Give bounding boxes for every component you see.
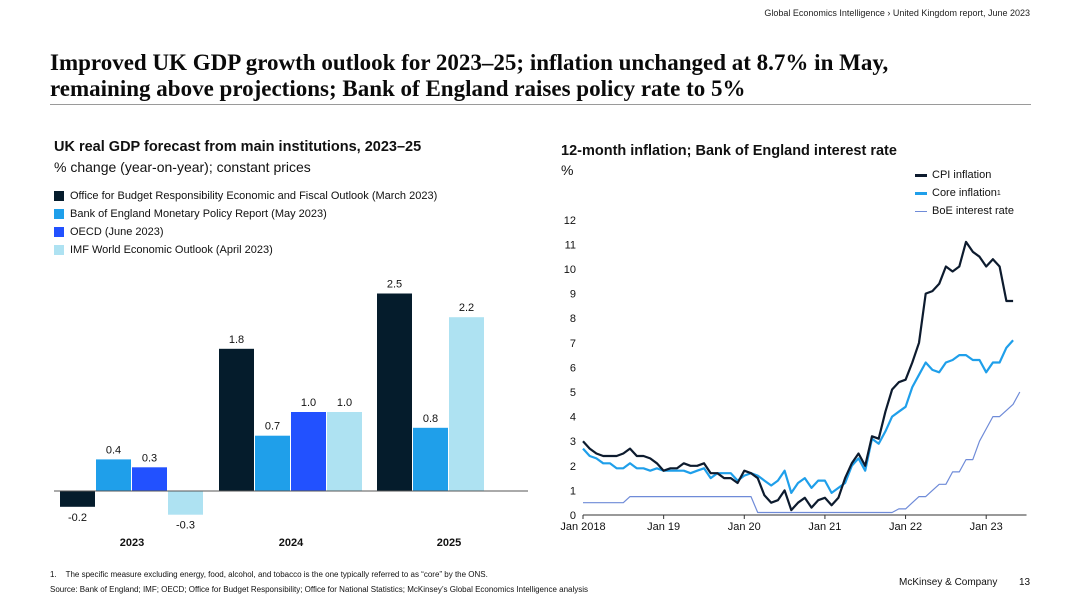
boe-interest-rate-line xyxy=(583,391,1021,514)
inflation-chart-unit: % xyxy=(561,162,574,178)
gdp-chart-legend: Office for Budget Responsibility Economi… xyxy=(54,187,437,259)
gdp-legend-item: Bank of England Monetary Policy Report (… xyxy=(54,205,437,223)
gdp-bar-value-label: 1.0 xyxy=(337,397,352,409)
gdp-bar-value-label: 2.5 xyxy=(387,279,402,291)
gdp-legend-swatch xyxy=(54,191,64,201)
gdp-legend-label: Office for Budget Responsibility Economi… xyxy=(70,190,438,202)
x-tick-label: Jan 20 xyxy=(728,521,761,533)
source-note: Source: Bank of England; IMF; OECD; Offi… xyxy=(50,585,589,594)
gdp-bar xyxy=(255,435,290,491)
y-tick-label: 5 xyxy=(570,387,576,399)
gdp-bar-value-label: 0.8 xyxy=(423,413,438,425)
gdp-category-label: 2025 xyxy=(437,537,461,549)
gdp-bar-value-label: -0.2 xyxy=(68,512,87,524)
gdp-legend-swatch xyxy=(54,245,64,255)
y-tick-label: 1 xyxy=(570,485,576,497)
gdp-bar xyxy=(377,293,412,491)
gdp-chart-title: UK real GDP forecast from main instituti… xyxy=(54,139,422,155)
footnote: 1. The specific measure excluding energy… xyxy=(50,570,488,579)
page-title-line-2: remaining above projections; Bank of Eng… xyxy=(50,76,746,101)
page-number: 13 xyxy=(1019,577,1031,588)
gdp-bar xyxy=(96,459,131,491)
gdp-bar xyxy=(327,412,362,491)
legend-item-core: Core inflation 1 xyxy=(915,184,1014,202)
gdp-bar-chart: -0.2 0.4 0.3 -0.3 2023 1.8 0.7 1.0 1.0 2024 2.5 0.8… xyxy=(54,279,528,549)
gdp-chart-subtitle: % change (year-on-year); constant prices xyxy=(54,159,311,175)
y-tick-label: 2 xyxy=(570,461,576,473)
gdp-bar xyxy=(449,317,484,491)
gdp-bar-value-label: 2.2 xyxy=(459,302,474,314)
page-title: Improved UK GDP growth outlook for 2023–… xyxy=(50,50,1040,102)
legend-label-core: Core inflation xyxy=(932,187,997,199)
x-tick-label: Jan 22 xyxy=(889,521,922,533)
legend-item-cpi: CPI inflation xyxy=(915,166,1014,184)
gdp-bar xyxy=(168,491,203,515)
gdp-bar-value-label: 1.0 xyxy=(301,397,316,409)
gdp-bar xyxy=(219,348,254,491)
legend-swatch-boe xyxy=(915,210,927,212)
gdp-legend-swatch xyxy=(54,209,64,219)
gdp-legend-item: Office for Budget Responsibility Economi… xyxy=(54,187,437,205)
cpi-inflation-line xyxy=(582,240,1014,512)
gdp-bar-value-label: 0.3 xyxy=(142,452,157,464)
gdp-legend-swatch xyxy=(54,227,64,237)
gdp-legend-label: OECD (June 2023) xyxy=(70,226,164,238)
footnote-number: 1. xyxy=(50,570,57,579)
y-tick-label: 10 xyxy=(564,264,576,276)
y-tick-label: 11 xyxy=(565,239,576,251)
gdp-legend-item: OECD (June 2023) xyxy=(54,223,437,241)
gdp-bar xyxy=(132,467,167,491)
inflation-chart-title: 12-month inflation; Bank of England inte… xyxy=(561,143,897,159)
gdp-legend-label: Bank of England Monetary Policy Report (… xyxy=(70,208,327,220)
legend-swatch-cpi xyxy=(915,173,927,177)
legend-item-boe: BoE interest rate xyxy=(915,202,1014,220)
gdp-bar xyxy=(413,427,448,491)
gdp-bar-value-label: -0.3 xyxy=(176,520,195,532)
gdp-bar xyxy=(291,412,326,491)
report-breadcrumb: Global Economics Intelligence › United K… xyxy=(764,8,1030,18)
gdp-bar xyxy=(60,491,95,507)
x-tick-label: Jan 2018 xyxy=(560,521,605,533)
core-inflation-line xyxy=(582,339,1014,494)
page-title-line-1: Improved UK GDP growth outlook for 2023–… xyxy=(50,50,889,75)
gdp-legend-label: IMF World Economic Outlook (April 2023) xyxy=(70,244,273,256)
brand-name: McKinsey & Company xyxy=(899,577,998,588)
gdp-bar-value-label: 1.8 xyxy=(229,334,244,346)
legend-label-cpi: CPI inflation xyxy=(932,169,992,181)
x-tick-label: Jan 21 xyxy=(808,521,841,533)
gdp-legend-item: IMF World Economic Outlook (April 2023) xyxy=(54,241,437,259)
gdp-bar-value-label: 0.7 xyxy=(265,421,280,433)
x-tick-label: Jan 23 xyxy=(970,521,1003,533)
y-tick-label: 6 xyxy=(570,362,576,374)
y-tick-label: 0 xyxy=(570,510,576,522)
legend-swatch-core xyxy=(915,191,927,195)
y-tick-label: 12 xyxy=(564,215,576,227)
y-tick-label: 8 xyxy=(570,313,576,325)
y-tick-label: 7 xyxy=(570,338,576,350)
title-divider xyxy=(50,104,1031,105)
y-tick-label: 9 xyxy=(570,289,576,301)
y-tick-label: 3 xyxy=(570,436,576,448)
legend-label-boe: BoE interest rate xyxy=(932,205,1014,217)
legend-footnote-mark: 1 xyxy=(996,189,1001,197)
gdp-bar-value-label: 0.4 xyxy=(106,444,121,456)
gdp-category-label: 2023 xyxy=(120,537,144,549)
gdp-category-label: 2024 xyxy=(279,537,304,549)
footnote-text: The specific measure excluding energy, f… xyxy=(65,570,488,579)
x-tick-label: Jan 19 xyxy=(647,521,680,533)
y-tick-label: 4 xyxy=(570,412,576,424)
inflation-chart-legend: CPI inflation Core inflation 1 BoE intere… xyxy=(915,166,1014,220)
